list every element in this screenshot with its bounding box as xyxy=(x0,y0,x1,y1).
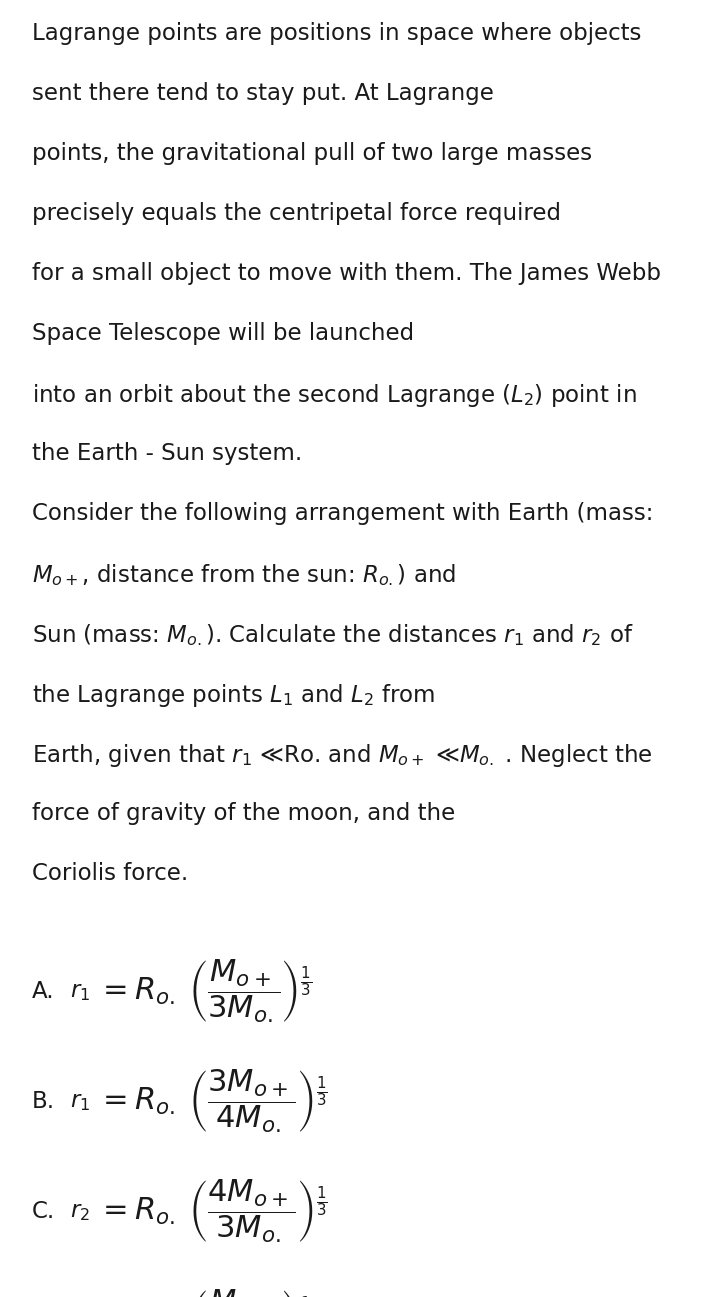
Text: Sun (mass: $M_{o.}$). Calculate the distances $r_1$ and $r_2$ of: Sun (mass: $M_{o.}$). Calculate the dist… xyxy=(32,623,634,648)
Text: $= R_{o.}\;\left(\dfrac{M_{o+}}{3M_{o.}}\right)^{\frac{1}{3}}$: $= R_{o.}\;\left(\dfrac{M_{o+}}{3M_{o.}}… xyxy=(97,957,312,1026)
Text: Lagrange points are positions in space where objects: Lagrange points are positions in space w… xyxy=(32,22,642,45)
Text: Consider the following arrangement with Earth (mass:: Consider the following arrangement with … xyxy=(32,502,653,525)
Text: $= R_{o.}\;\left(\dfrac{3M_{o+}}{4M_{o.}}\right)^{\frac{1}{3}}$: $= R_{o.}\;\left(\dfrac{3M_{o+}}{4M_{o.}… xyxy=(97,1067,328,1135)
Text: points, the gravitational pull of two large masses: points, the gravitational pull of two la… xyxy=(32,141,592,165)
Text: B.: B. xyxy=(32,1089,55,1113)
Text: Earth, given that $r_1$ ≪Ro. and $M_{o+}$ ≪$M_{o.}$ . Neglect the: Earth, given that $r_1$ ≪Ro. and $M_{o+}… xyxy=(32,742,652,769)
Text: into an orbit about the second Lagrange $(L_2)$ point in: into an orbit about the second Lagrange … xyxy=(32,383,636,409)
Text: $r_1$: $r_1$ xyxy=(70,981,90,1003)
Text: A.: A. xyxy=(32,981,55,1003)
Text: Coriolis force.: Coriolis force. xyxy=(32,863,188,885)
Text: Space Telescope will be launched: Space Telescope will be launched xyxy=(32,322,414,345)
Text: force of gravity of the moon, and the: force of gravity of the moon, and the xyxy=(32,802,455,825)
Text: $= R_{o.}\;\left(\dfrac{4M_{o+}}{3M_{o.}}\right)^{\frac{1}{3}}$: $= R_{o.}\;\left(\dfrac{4M_{o+}}{3M_{o.}… xyxy=(97,1178,328,1245)
Text: sent there tend to stay put. At Lagrange: sent there tend to stay put. At Lagrange xyxy=(32,82,494,105)
Text: $r_1$: $r_1$ xyxy=(70,1089,90,1113)
Text: the Earth - Sun system.: the Earth - Sun system. xyxy=(32,442,302,466)
Text: $= R_{o.}\;\left(\dfrac{M_{o+}}{3M_{o.}}\right)^{\frac{1}{3}}$: $= R_{o.}\;\left(\dfrac{M_{o+}}{3M_{o.}}… xyxy=(97,1288,312,1297)
Text: precisely equals the centripetal force required: precisely equals the centripetal force r… xyxy=(32,202,561,224)
Text: $M_{o+}$, distance from the sun: $R_{o.}$) and: $M_{o+}$, distance from the sun: $R_{o.}… xyxy=(32,562,456,588)
Text: $r_2$: $r_2$ xyxy=(70,1200,90,1223)
Text: for a small object to move with them. The James Webb: for a small object to move with them. Th… xyxy=(32,262,661,285)
Text: the Lagrange points $L_1$ and $L_2$ from: the Lagrange points $L_1$ and $L_2$ from xyxy=(32,682,436,709)
Text: C.: C. xyxy=(32,1200,55,1223)
